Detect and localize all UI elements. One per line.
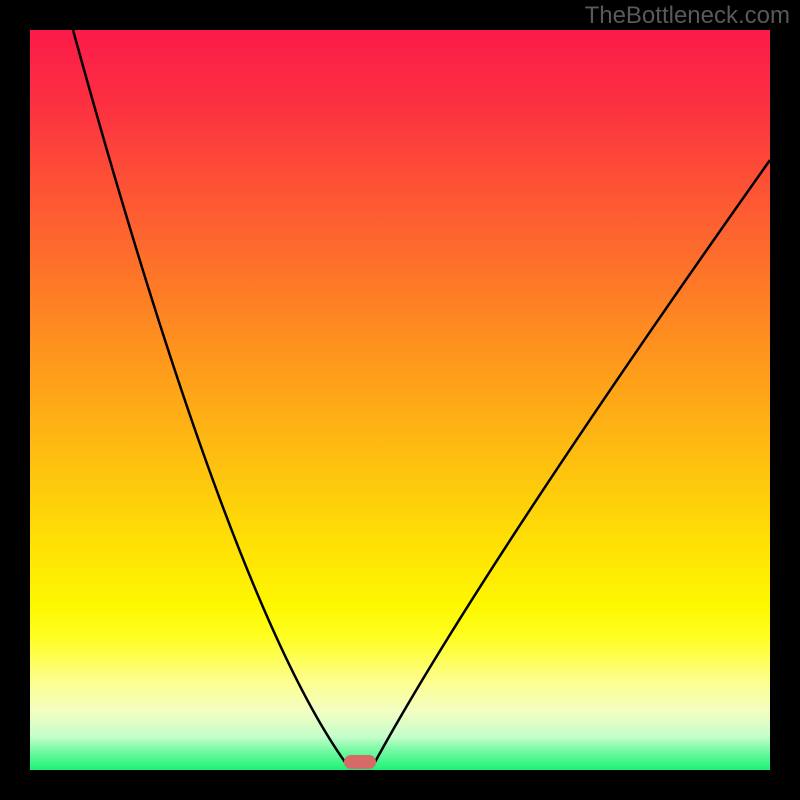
watermark-text: TheBottleneck.com xyxy=(585,2,790,30)
bottleneck-chart xyxy=(0,0,800,800)
gradient-plot-area xyxy=(30,30,770,770)
chart-container: TheBottleneck.com xyxy=(0,0,800,800)
optimal-marker xyxy=(344,755,376,769)
